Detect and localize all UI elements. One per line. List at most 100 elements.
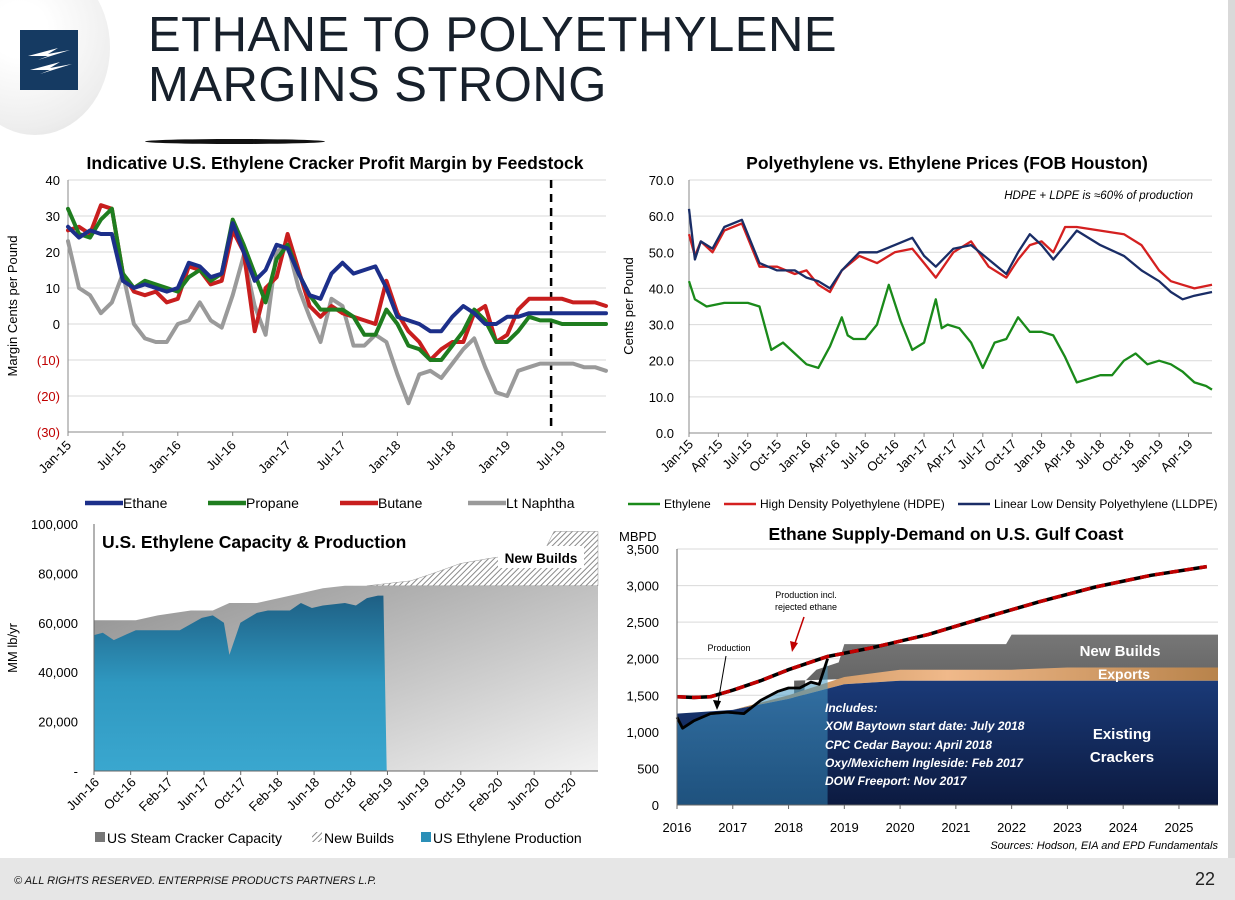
chart4-production-incl-label-2: rejected ethane	[775, 602, 837, 612]
chart2-annotation: HDPE + LDPE is ≈60% of production	[1004, 190, 1193, 202]
chart4-xtick-label: 2022	[997, 820, 1026, 835]
chart4-xtick-label: 2021	[941, 820, 970, 835]
chart4-production-incl-arrowhead	[790, 641, 798, 652]
chart4-includes-4: DOW Freeport: Nov 2017	[825, 774, 968, 788]
chart2-xtick-label: Jan-19	[1128, 437, 1167, 476]
chart2-legend-label: Ethylene	[664, 497, 711, 511]
chart3-production-area	[94, 595, 387, 771]
chart3-legend-label: US Steam Cracker Capacity	[107, 830, 282, 846]
chart1-legend-label: Butane	[378, 495, 423, 511]
chart3-legend-swatch-newbuilds	[312, 832, 322, 842]
chart1-xtick-label: Jul-17	[313, 438, 349, 474]
chart3-ytick-label: 60,000	[38, 616, 78, 631]
chart4-sources: Sources: Hodson, EIA and EPD Fundamental…	[990, 840, 1218, 852]
chart1-xtick-label: Jan-17	[255, 438, 294, 477]
chart3-ytick-label: 100,000	[31, 517, 78, 532]
chart4-ytick-label: 500	[637, 761, 659, 776]
chart3-xtick-label: Feb-17	[136, 775, 176, 815]
chart3-xtick-label: Oct-20	[541, 775, 579, 813]
chart2-xtick-label: Apr-15	[687, 437, 725, 475]
chart4-xtick-label: 2018	[774, 820, 803, 835]
chart1-legend-label: Propane	[246, 495, 299, 511]
chart1-xtick-label: Jan-18	[365, 438, 404, 477]
page-title: ETHANE TO POLYETHYLENE MARGINS STRONG	[148, 10, 837, 110]
chart1-xtick-label: Jan-15	[35, 438, 74, 477]
chart1-xtick-label: Jul-19	[533, 438, 569, 474]
chart1-ytick-label: 0	[53, 317, 60, 332]
chart3-xtick-label: Oct-16	[101, 775, 139, 813]
chart4-plot: 3,500 3,000 2,500 2,000 1,500 1,000 500 0 2016 20…	[626, 542, 1218, 835]
chart2-xtick-label: Apr-16	[805, 437, 843, 475]
chart4-production-line	[675, 658, 829, 730]
chart3-xtick-label: Jun-16	[63, 775, 102, 814]
chart2-ylabel: Cents per Pound	[621, 257, 636, 355]
chart4-production-label: Production	[707, 643, 750, 653]
chart3-xtick-label: Jun-20	[504, 775, 543, 814]
chart4-xtick-label: 2017	[718, 820, 747, 835]
chart2-xtick-label: Jan-15	[657, 437, 696, 476]
chart2-xtick-label: Jan-18	[1010, 437, 1049, 476]
chart1-series-line	[66, 239, 608, 406]
chart3-newbuilds-label-bg	[498, 546, 584, 568]
chart3-legend-label: New Builds	[324, 830, 394, 846]
chart1-ytick-label: (30)	[37, 425, 60, 440]
chart2-plot: 70.060.050.040.030.020.010.00.0Jan-15Apr…	[628, 173, 1217, 511]
chart2-ytick-label: 70.0	[649, 173, 674, 188]
chart4-xtick-label: 2016	[663, 820, 692, 835]
chart2-ytick-label: 60.0	[649, 209, 674, 224]
page-number: 22	[1194, 869, 1215, 889]
chart3-xtick-label: Feb-20	[466, 775, 506, 815]
chart3-xtick-label: Feb-18	[246, 775, 286, 815]
chart4-ytick-label: 2,500	[626, 615, 659, 630]
chart2-title: Polyethylene vs. Ethylene Prices (FOB Ho…	[746, 153, 1148, 173]
chart3-xtick-label: Oct-19	[431, 775, 469, 813]
chart1-xtick-label: Jan-19	[475, 438, 514, 477]
chart2-xtick-label: Apr-18	[1040, 437, 1078, 475]
chart2-ytick-label: 0.0	[656, 426, 674, 441]
footer: © ALL RIGHTS RESERVED. ENTERPRISE PRODUC…	[0, 858, 1235, 900]
chart4-ytick-label: 3,500	[626, 542, 659, 557]
chart2-ytick-label: 40.0	[649, 281, 674, 296]
chart3-ytick-label: 20,000	[38, 715, 78, 730]
chart4-exports-area	[677, 667, 1218, 714]
chart1-xtick-label: Jul-15	[93, 438, 129, 474]
chart2-series-line	[687, 222, 1213, 294]
title-line-1: ETHANE TO POLYETHYLENE	[148, 8, 838, 62]
charts-layer: Indicative U.S. Ethylene Cracker Profit …	[5, 153, 1218, 852]
chart4-ytick-label: 2,000	[626, 652, 659, 667]
chart4-production-arrowhead	[713, 700, 721, 710]
title-underline	[145, 139, 325, 144]
chart4-includes-1: XOM Baytown start date: July 2018	[824, 719, 1025, 733]
chart1-xtick-label: Jul-18	[423, 438, 459, 474]
chart1-title: Indicative U.S. Ethylene Cracker Profit …	[87, 153, 584, 173]
chart2-series-line	[687, 208, 1213, 301]
chart1-xtick-label: Jul-16	[203, 438, 239, 474]
chart4-xtick-label: 2025	[1164, 820, 1193, 835]
chart4-existing-label-2: Crackers	[1090, 749, 1154, 766]
chart4-includes-3: Oxy/Mexichem Ingleside: Feb 2017	[825, 756, 1024, 770]
chart4-ytick-label: 3,000	[626, 579, 659, 594]
chart4-xtick-label: 2020	[886, 820, 915, 835]
chart2-legend-label: High Density Polyethylene (HDPE)	[760, 497, 945, 511]
chart1-legend-label: Ethane	[123, 495, 168, 511]
lightning-bolt-icon	[28, 48, 72, 74]
chart3-xtick-label: Oct-18	[321, 775, 359, 813]
chart3-xtick-label: Oct-17	[211, 775, 249, 813]
chart4-xtick-label: 2024	[1109, 820, 1138, 835]
chart3-xtick-label: Feb-19	[356, 775, 396, 815]
chart3-newbuilds-label: New Builds	[505, 551, 578, 566]
chart4-ylabel: MBPD	[619, 529, 657, 544]
chart1-xtick-label: Jan-16	[145, 438, 184, 477]
chart4-existing-label-1: Existing	[1093, 726, 1151, 743]
chart3-title: U.S. Ethylene Capacity & Production	[102, 532, 406, 552]
chart1-ytick-label: 10	[46, 281, 60, 296]
copyright-notice: © ALL RIGHTS RESERVED. ENTERPRISE PRODUC…	[14, 875, 377, 887]
chart4-xtick-label: 2023	[1053, 820, 1082, 835]
chart3-ytick-label: -	[74, 764, 78, 779]
title-line-2: MARGINS STRONG	[148, 58, 607, 112]
chart4-title: Ethane Supply-Demand on U.S. Gulf Coast	[769, 524, 1124, 544]
chart1-ytick-label: 40	[46, 173, 60, 188]
chart4-ytick-label: 1,000	[626, 725, 659, 740]
chart1-series-line	[66, 206, 608, 362]
chart1-ytick-label: (20)	[37, 389, 60, 404]
